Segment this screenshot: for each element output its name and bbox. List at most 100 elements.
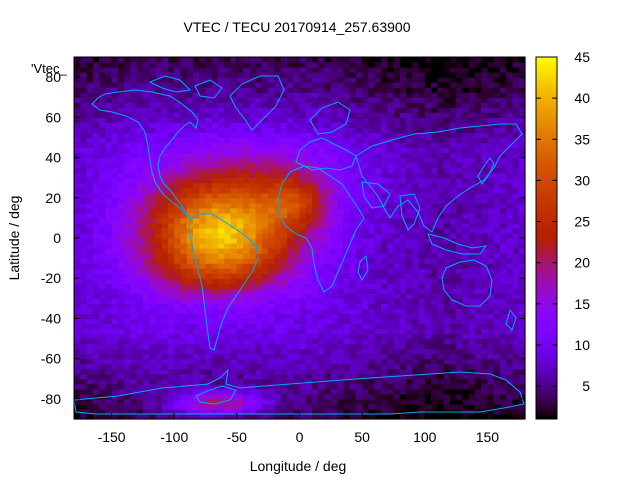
heatmap-cell <box>474 283 482 289</box>
heatmap-cell <box>180 62 188 68</box>
heatmap-cell <box>487 137 495 144</box>
heatmap-cell <box>224 358 232 365</box>
heatmap-cell <box>230 398 238 405</box>
heatmap-cell <box>142 72 150 78</box>
heatmap-cell <box>368 72 376 78</box>
heatmap-cell <box>349 308 357 315</box>
heatmap-cell <box>80 177 88 184</box>
heatmap-cell <box>124 142 131 149</box>
heatmap-cell <box>481 57 489 63</box>
heatmap-cell <box>468 263 476 269</box>
heatmap-cell <box>343 393 351 400</box>
heatmap-cell <box>149 348 157 355</box>
heatmap-cell <box>412 363 420 370</box>
heatmap-cell <box>305 333 313 340</box>
heatmap-cell <box>92 248 100 254</box>
heatmap-cell <box>493 398 501 405</box>
heatmap-cell <box>124 413 131 420</box>
heatmap-cell <box>261 383 269 390</box>
heatmap-cell <box>355 243 363 249</box>
heatmap-cell <box>362 127 369 134</box>
heatmap-cell <box>130 207 138 214</box>
heatmap-cell <box>155 378 163 385</box>
heatmap-cell <box>167 258 175 264</box>
heatmap-cell <box>462 368 470 375</box>
heatmap-cell <box>449 122 457 128</box>
heatmap-cell <box>249 117 257 123</box>
heatmap-cell <box>193 227 200 234</box>
heatmap-cell <box>393 363 401 370</box>
heatmap-cell <box>312 288 319 294</box>
heatmap-cell <box>493 283 501 289</box>
heatmap-cell <box>337 137 344 144</box>
heatmap-cell <box>274 62 282 68</box>
heatmap-cell <box>124 157 131 164</box>
heatmap-cell <box>99 243 106 249</box>
heatmap-cell <box>393 413 401 420</box>
heatmap-cell <box>117 97 125 103</box>
heatmap-cell <box>193 197 200 204</box>
heatmap-cell <box>468 338 476 345</box>
heatmap-cell <box>355 403 363 410</box>
heatmap-cell <box>380 167 388 174</box>
heatmap-cell <box>318 112 326 118</box>
heatmap-cell <box>205 398 213 405</box>
heatmap-cell <box>280 313 288 320</box>
heatmap-cell <box>474 298 482 304</box>
heatmap-cell <box>111 258 119 264</box>
heatmap-cell <box>431 227 438 234</box>
heatmap-cell <box>174 308 182 315</box>
heatmap-cell <box>280 107 288 113</box>
heatmap-cell <box>487 368 495 375</box>
heatmap-cell <box>437 107 445 113</box>
heatmap-cell <box>374 162 382 169</box>
heatmap-cell <box>343 318 351 325</box>
heatmap-cell <box>280 207 288 214</box>
heatmap-cell <box>468 62 476 68</box>
heatmap-cell <box>117 102 125 108</box>
heatmap-cell <box>405 323 413 330</box>
heatmap-cell <box>418 353 426 360</box>
heatmap-cell <box>255 102 263 108</box>
heatmap-cell <box>105 167 113 174</box>
heatmap-cell <box>412 383 420 390</box>
heatmap-cell <box>393 248 401 254</box>
heatmap-cell <box>218 323 225 330</box>
heatmap-cell <box>174 283 182 289</box>
heatmap-cell <box>324 318 332 325</box>
heatmap-cell <box>193 288 200 294</box>
heatmap-cell <box>474 97 482 103</box>
heatmap-cell <box>474 182 482 189</box>
heatmap-cell <box>99 122 106 128</box>
heatmap-cell <box>456 227 463 234</box>
heatmap-cell <box>211 243 219 249</box>
heatmap-cell <box>405 217 413 224</box>
heatmap-cell <box>261 122 269 128</box>
heatmap-cell <box>374 398 382 405</box>
heatmap-cell <box>399 408 407 415</box>
heatmap-cell <box>343 87 351 93</box>
heatmap-cell <box>142 333 150 340</box>
heatmap-cell <box>449 152 457 159</box>
heatmap-cell <box>349 258 357 264</box>
heatmap-cell <box>80 308 88 315</box>
heatmap-cell <box>337 57 344 63</box>
heatmap-cell <box>355 308 363 315</box>
heatmap-cell <box>236 147 244 154</box>
heatmap-cell <box>249 87 257 93</box>
heatmap-cell <box>405 378 413 385</box>
heatmap-cell <box>431 288 438 294</box>
heatmap-cell <box>130 403 138 410</box>
heatmap-cell <box>374 152 382 159</box>
heatmap-cell <box>493 413 501 420</box>
heatmap-cell <box>380 278 388 284</box>
heatmap-cell <box>186 77 194 83</box>
heatmap-cell <box>142 348 150 355</box>
heatmap-cell <box>255 72 263 78</box>
heatmap-cell <box>180 162 188 169</box>
heatmap-cell <box>462 288 470 294</box>
heatmap-cell <box>111 278 119 284</box>
heatmap-cell <box>117 212 125 219</box>
heatmap-cell <box>405 232 413 239</box>
heatmap-cell <box>412 162 420 169</box>
